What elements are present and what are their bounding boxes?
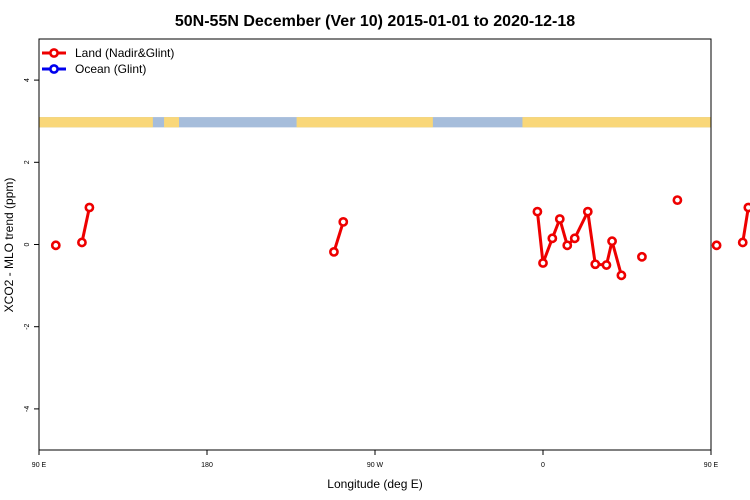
data-point-land-nadir-glint [532,206,543,217]
y-tick-label: -4 [24,406,31,412]
data-point-land-nadir-glint [607,236,617,247]
data-point-land-nadir-glint [84,202,95,213]
legend-entry-land: Land (Nadir&Glint) [42,46,174,60]
data-point-land-nadir-glint [329,246,339,257]
data-point-land-nadir-glint [547,233,558,244]
y-axis-label: XCO2 - MLO trend (ppm) [2,178,16,313]
legend-label-ocean: Ocean (Glint) [75,62,146,76]
data-point-land-nadir-glint [637,251,647,262]
y-tick-label: -2 [24,323,31,329]
x-tick-label: 90 E [32,462,47,469]
x-tick-label: 0 [541,462,545,469]
land-band-segment [164,117,179,128]
data-point-land-nadir-glint [743,202,750,213]
data-point-land-nadir-glint [562,240,573,251]
data-point-land-nadir-glint [338,216,349,227]
data-point-land-nadir-glint [672,195,683,206]
land-ocean-band [39,117,711,128]
data-point-land-nadir-glint [737,237,748,248]
data-point-land-nadir-glint [569,233,580,244]
data-point-land-nadir-glint [601,260,612,270]
x-axis-label: Longitude (deg E) [327,477,422,491]
data-point-land-nadir-glint [616,270,627,281]
legend-marker-land [49,48,59,58]
legend-entry-ocean: Ocean (Glint) [42,62,146,76]
land-band-segment [296,117,433,128]
data-point-land-nadir-glint [538,258,548,268]
land-band-segment [39,117,153,128]
series-line-land-nadir-glint [741,207,750,243]
x-tick-label: 90 W [367,462,384,469]
data-marks [50,195,750,281]
x-tick-label: 180 [201,462,213,469]
data-point-land-nadir-glint [590,259,601,270]
y-axis: 4 2 0 -2 -4 [24,78,39,412]
x-axis: 90 E 180 90 W 0 90 E [32,450,719,469]
data-point-land-nadir-glint [582,206,593,217]
data-point-land-nadir-glint [77,237,87,248]
y-tick-label: 0 [24,242,31,246]
data-point-land-nadir-glint [711,240,722,251]
legend-label-land: Land (Nadir&Glint) [75,46,174,60]
x-tick-label: 90 E [704,462,719,469]
data-point-land-nadir-glint [50,240,61,251]
data-point-land-nadir-glint [554,214,565,224]
legend: Land (Nadir&Glint) Ocean (Glint) [42,46,174,76]
legend-marker-ocean [49,64,59,74]
chart-title: 50N-55N December (Ver 10) 2015-01-01 to … [175,13,575,30]
land-band-segment [522,117,711,128]
y-tick-label: 2 [24,160,31,164]
series-line-land-nadir-glint [332,221,345,253]
series-line-land-nadir-glint [80,207,91,243]
y-tick-label: 4 [24,78,31,82]
